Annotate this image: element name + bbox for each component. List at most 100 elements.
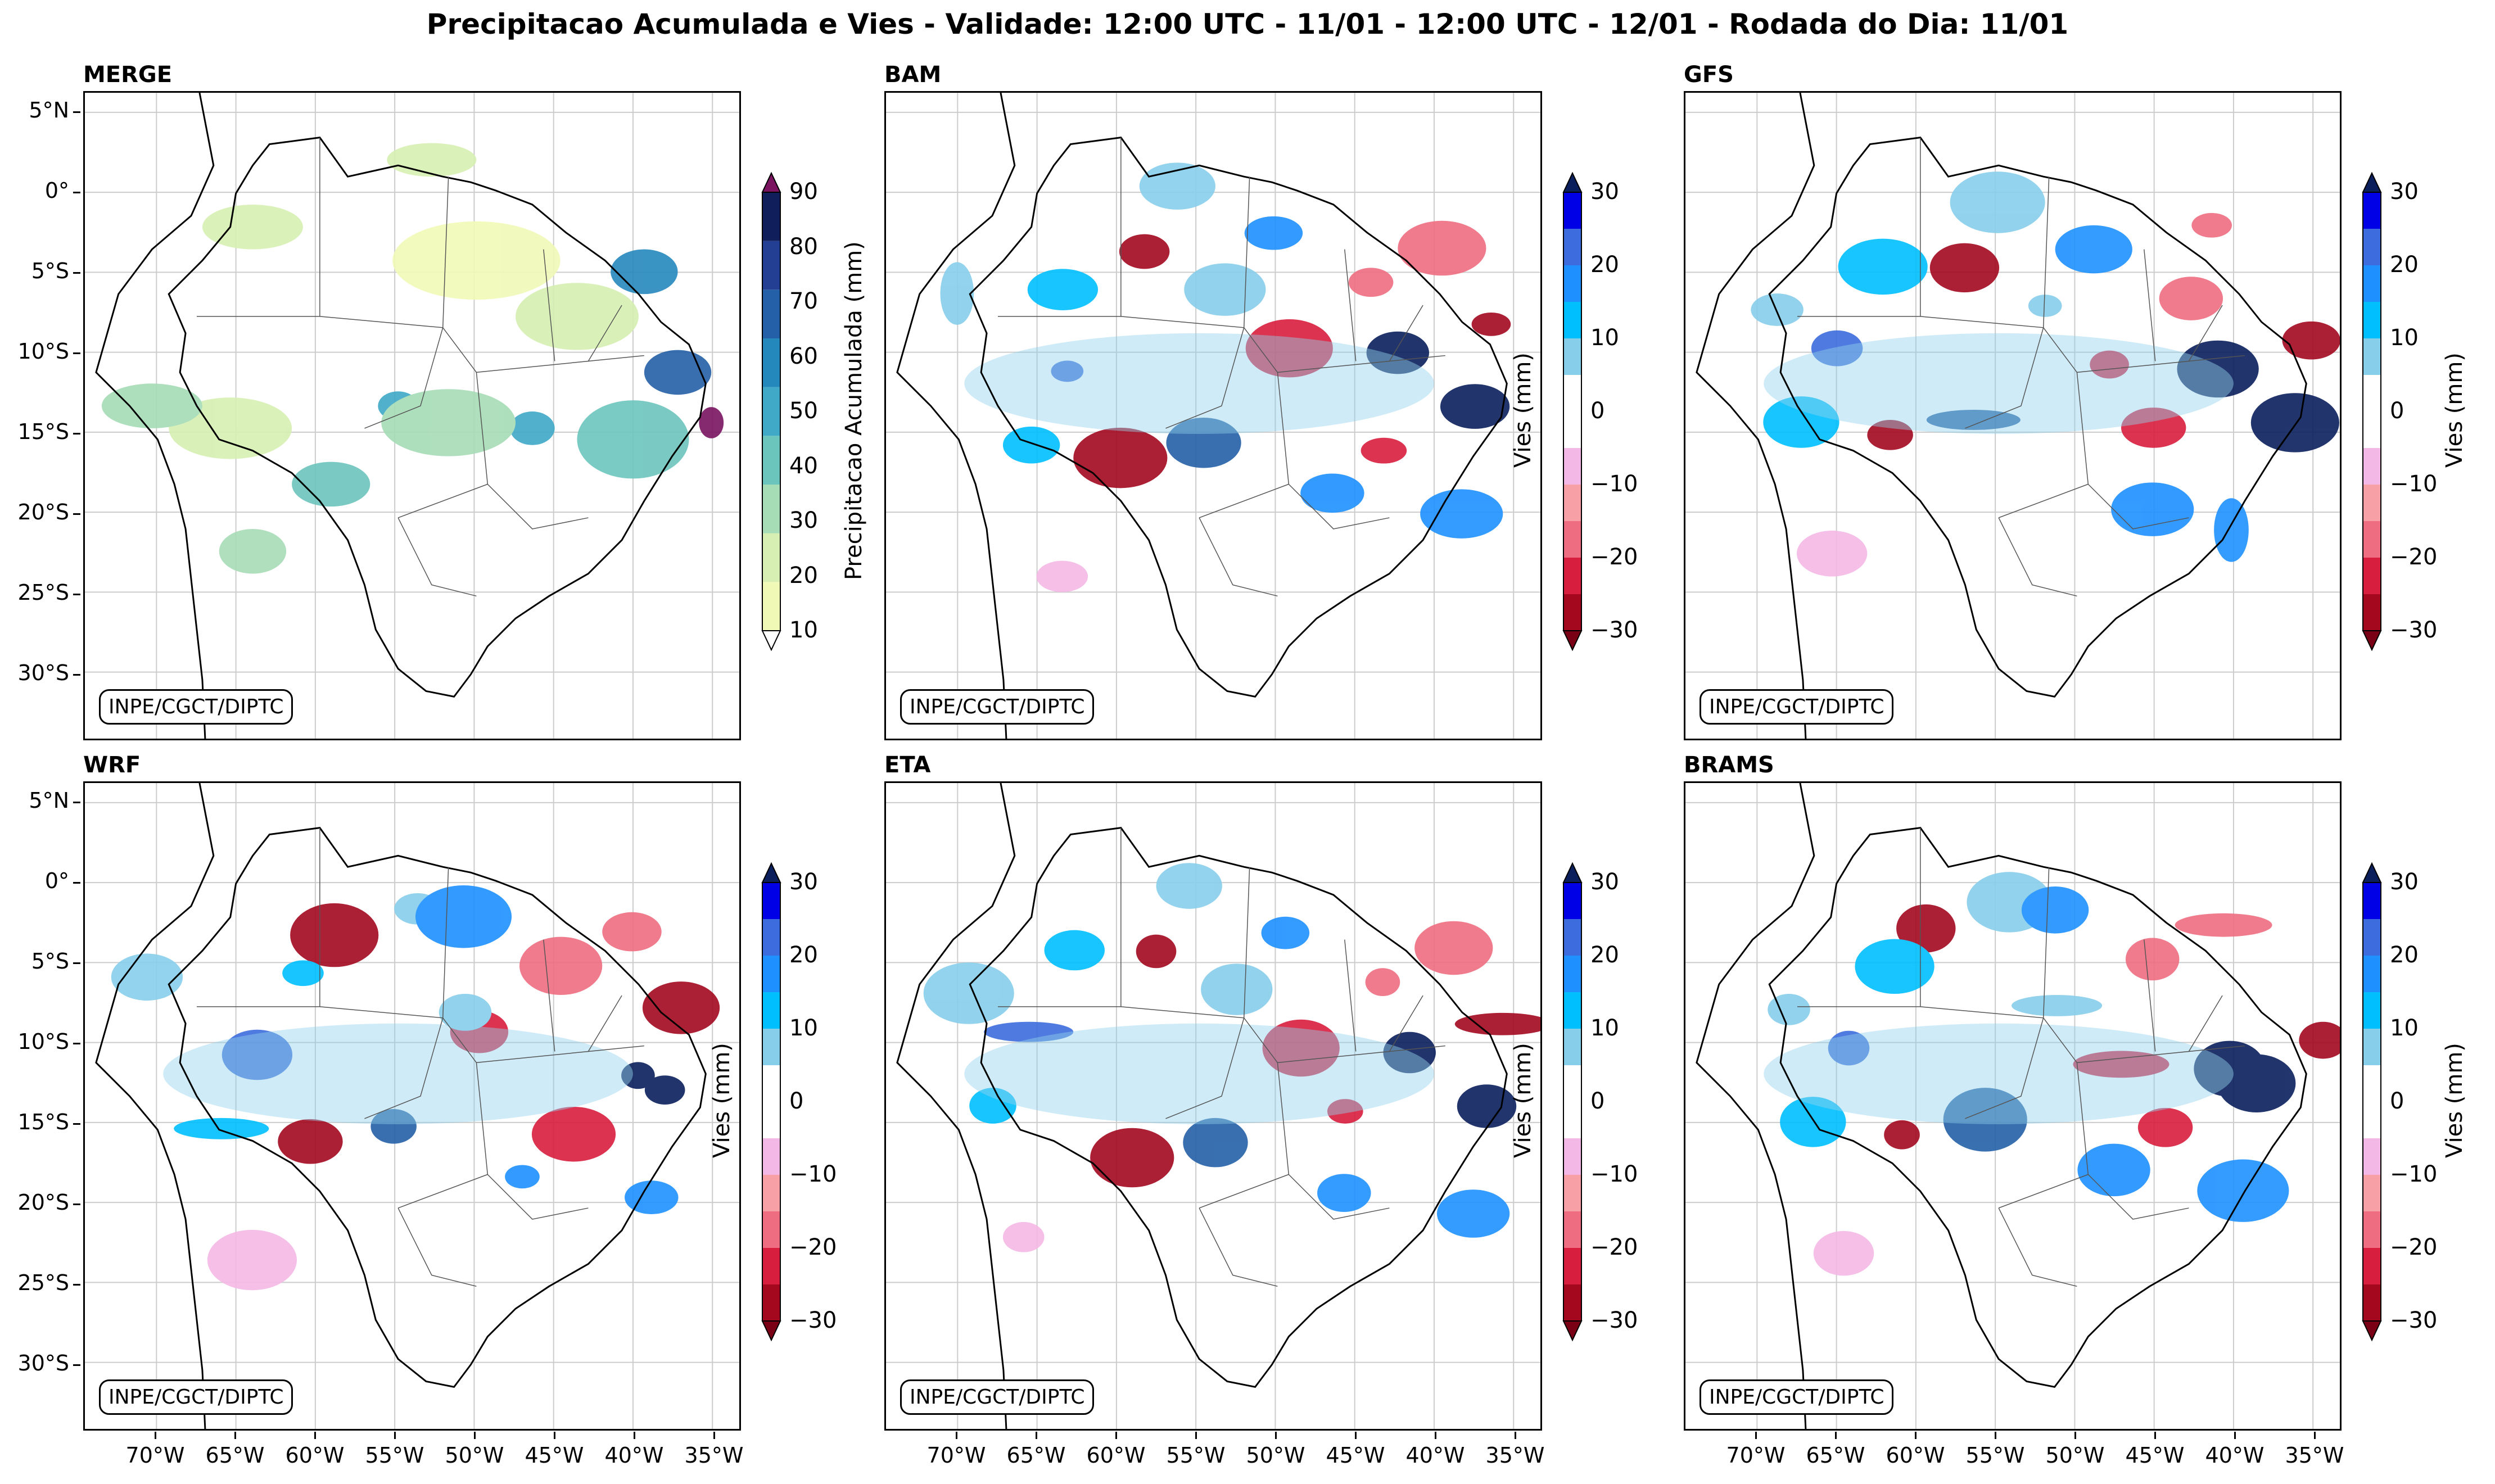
map-panel-gfs: INPE/CGCT/DIPTC xyxy=(1684,91,2342,740)
colorbar-label: Vies (mm) xyxy=(709,1043,735,1158)
lat-tick-label: 25°S xyxy=(2,1270,80,1295)
brazil-outline-merge xyxy=(168,136,707,698)
colorbar-label: Vies (mm) xyxy=(1510,1043,1536,1158)
lat-tick-label: 5°N xyxy=(2,788,80,813)
colorbar-wrf xyxy=(761,862,781,1342)
credit-badge: INPE/CGCT/DIPTC xyxy=(99,1379,293,1415)
lat-tick-label: 30°S xyxy=(2,1351,80,1376)
colorbar-tick-label: 80 xyxy=(789,233,818,260)
lon-tick-label: 50°W xyxy=(1242,1432,1309,1468)
lon-tick-label: 45°W xyxy=(2121,1432,2189,1468)
lat-tick-label: 5°S xyxy=(2,259,80,283)
colorbar-tick-label: 0 xyxy=(2390,398,2404,424)
lon-tick-label: 65°W xyxy=(201,1432,269,1468)
colorbar-tick-label: 30 xyxy=(1590,179,1619,205)
lat-tick-label: 20°S xyxy=(2,1190,80,1215)
colorbar-merge xyxy=(761,171,781,651)
lat-tick-label: 25°S xyxy=(2,580,80,605)
colorbar-tick-label: −20 xyxy=(1590,1234,1638,1260)
lon-tick-label: 35°W xyxy=(1481,1432,1549,1468)
lon-tick-label: 40°W xyxy=(600,1432,668,1468)
panel-title-merge: MERGE xyxy=(83,62,173,88)
lon-tick-label: 50°W xyxy=(2041,1432,2109,1468)
colorbar-tick-label: 10 xyxy=(789,1015,818,1041)
colorbar-tick-label: 70 xyxy=(789,288,818,314)
brazil-outline-wrf xyxy=(168,826,707,1388)
lon-tick-label: 35°W xyxy=(2281,1432,2348,1468)
colorbar-tick-label: 30 xyxy=(789,508,818,533)
map-brams xyxy=(1685,783,2340,1429)
colorbar-tick-label: 60 xyxy=(789,343,818,369)
map-panel-brams: INPE/CGCT/DIPTC xyxy=(1684,781,2342,1431)
map-wrf xyxy=(85,783,739,1429)
brazil-outline-bam xyxy=(969,136,1508,698)
lon-tick-label: 50°W xyxy=(441,1432,508,1468)
colorbar-tick-label: 10 xyxy=(789,617,818,643)
colorbar-tick-label: 20 xyxy=(1590,942,1619,968)
map-merge xyxy=(85,93,739,739)
colorbar-tick-label: 10 xyxy=(2390,1015,2419,1041)
lon-tick-label: 60°W xyxy=(1882,1432,1949,1468)
lon-tick-label: 70°W xyxy=(1722,1432,1789,1468)
colorbar-tick-label: −20 xyxy=(1590,544,1638,570)
lon-tick-label: 35°W xyxy=(680,1432,748,1468)
lat-tick-label: 0° xyxy=(2,178,80,203)
credit-badge: INPE/CGCT/DIPTC xyxy=(900,1379,1095,1415)
lon-tick-label: 45°W xyxy=(521,1432,588,1468)
brazil-outline-gfs xyxy=(1768,136,2307,698)
colorbar-label: Vies (mm) xyxy=(2442,1043,2467,1158)
colorbar-tick-label: −20 xyxy=(2390,544,2438,570)
lon-tick-label: 45°W xyxy=(1322,1432,1389,1468)
credit-badge: INPE/CGCT/DIPTC xyxy=(1700,689,1894,725)
map-gfs xyxy=(1685,93,2340,739)
colorbar-tick-label: −10 xyxy=(2390,1161,2438,1187)
colorbar-brams xyxy=(2362,862,2382,1342)
map-panel-merge: INPE/CGCT/DIPTC xyxy=(83,91,741,740)
lat-tick-label: 15°S xyxy=(2,419,80,444)
colorbar-tick-label: 20 xyxy=(2390,252,2419,278)
colorbar-bam xyxy=(1562,171,1583,651)
colorbar-tick-label: −30 xyxy=(1590,617,1638,643)
colorbar-tick-label: −10 xyxy=(789,1161,837,1187)
lat-tick-label: 5°N xyxy=(2,98,80,123)
colorbar-tick-label: 30 xyxy=(2390,179,2419,205)
panel-title-bam: BAM xyxy=(884,62,942,88)
map-eta xyxy=(886,783,1540,1429)
lon-tick-label: 60°W xyxy=(281,1432,349,1468)
precip-field-brams xyxy=(1764,872,2340,1276)
lon-tick-label: 40°W xyxy=(2201,1432,2268,1468)
coastline-west-eta xyxy=(896,783,1016,1429)
colorbar-tick-label: 20 xyxy=(2390,942,2419,968)
colorbar-gfs xyxy=(2362,171,2382,651)
colorbar-tick-label: 0 xyxy=(2390,1088,2404,1114)
colorbar-tick-label: 0 xyxy=(789,1088,804,1114)
brazil-outline-eta xyxy=(969,826,1508,1388)
colorbar-eta xyxy=(1562,862,1583,1342)
panel-title-eta: ETA xyxy=(884,752,931,778)
colorbar-tick-label: −30 xyxy=(1590,1307,1638,1333)
lon-tick-label: 70°W xyxy=(121,1432,189,1468)
colorbar-tick-label: 0 xyxy=(1590,1088,1605,1114)
map-panel-bam: INPE/CGCT/DIPTC xyxy=(884,91,1542,740)
precip-field-bam xyxy=(940,162,1511,592)
panel-title-gfs: GFS xyxy=(1684,62,1734,88)
credit-badge: INPE/CGCT/DIPTC xyxy=(1700,1379,1894,1415)
colorbar-tick-label: −20 xyxy=(2390,1234,2438,1260)
lat-tick-label: 30°S xyxy=(2,660,80,685)
colorbar-tick-label: −30 xyxy=(2390,617,2438,643)
colorbar-tick-label: −20 xyxy=(789,1234,837,1260)
colorbar-tick-label: 30 xyxy=(789,869,818,895)
panel-title-brams: BRAMS xyxy=(1684,752,1774,778)
lat-tick-label: 5°S xyxy=(2,949,80,974)
lon-tick-label: 65°W xyxy=(1802,1432,1869,1468)
precip-field-wrf xyxy=(111,885,720,1291)
colorbar-tick-label: 40 xyxy=(789,453,818,479)
lat-tick-label: 15°S xyxy=(2,1110,80,1134)
lon-tick-label: 40°W xyxy=(1402,1432,1469,1468)
map-panel-eta: INPE/CGCT/DIPTC xyxy=(884,781,1542,1431)
coastline-west-brams xyxy=(1696,783,1815,1429)
lat-tick-label: 0° xyxy=(2,868,80,893)
lon-tick-label: 55°W xyxy=(361,1432,428,1468)
coastline-west-bam xyxy=(896,93,1016,739)
coastline-west-wrf xyxy=(95,783,215,1429)
